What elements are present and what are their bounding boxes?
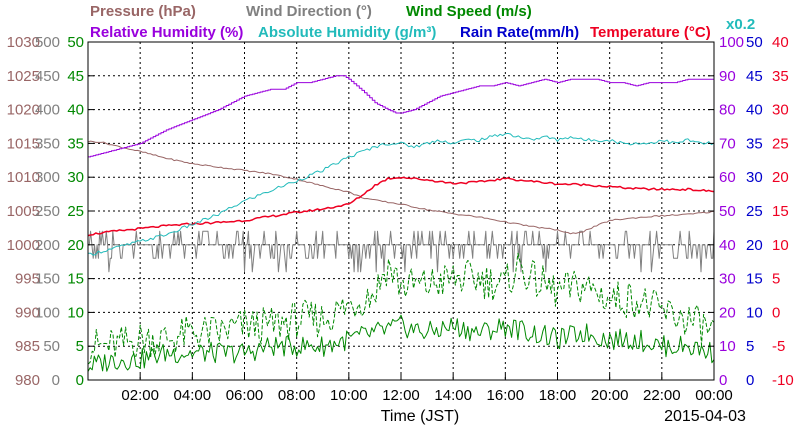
- y-tick-label-pressure: 1010: [7, 169, 40, 186]
- y-tick-label-pressure: 980: [15, 372, 40, 389]
- y-tick-label-wind-direction: 200: [35, 237, 60, 254]
- y-tick-label-wind-speed: 45: [67, 68, 84, 85]
- y-tick-label-wind-direction: 500: [35, 34, 60, 51]
- y-tick-label-pressure: 985: [15, 338, 40, 355]
- legend-entry: Wind Direction (°): [246, 3, 372, 20]
- y-tick-label-wind-direction: 100: [35, 304, 60, 321]
- chart-date: 2015-04-03: [664, 408, 746, 425]
- y-tick-label-rain-rate: 30: [746, 169, 763, 186]
- y-tick-label-relative-humidity: 20: [719, 304, 736, 321]
- y-tick-label-pressure: 995: [15, 271, 40, 288]
- x-tick-label: 14:00: [434, 387, 472, 404]
- x-axis: 02:00 04:00 06:00 08:00 10:00 12:00 14:00 16:00…: [121, 374, 733, 404]
- series-line-pressure: [87, 140, 715, 235]
- y-tick-label-relative-humidity: 60: [719, 169, 736, 186]
- y-tick-label-pressure: 1000: [7, 237, 40, 254]
- y-tick-label-rain-rate: 50: [746, 34, 763, 51]
- y-tick-label-relative-humidity: 30: [719, 271, 736, 288]
- legend-entry: Temperature (°C): [590, 24, 711, 41]
- y-tick-label-relative-humidity: 70: [719, 135, 736, 152]
- series-line-wind-gust: [87, 252, 715, 365]
- x-tick-label: 20:00: [591, 387, 629, 404]
- legend-entry: Absolute Humidity (g/m³): [258, 24, 436, 41]
- series-layer: [87, 75, 715, 372]
- y-tick-label-relative-humidity: 10: [719, 338, 736, 355]
- y-tick-label-wind-direction: 150: [35, 271, 60, 288]
- y-tick-label-temperature: 40: [772, 34, 789, 51]
- y-tick-label-rain-rate: 25: [746, 203, 763, 220]
- y-tick-label-rain-rate: 40: [746, 102, 763, 119]
- x-tick-label: 12:00: [382, 387, 420, 404]
- y-tick-label-wind-speed: 15: [67, 271, 84, 288]
- y-tick-label-rain-rate: 45: [746, 68, 763, 85]
- y-tick-label-pressure: 1015: [7, 135, 40, 152]
- y-tick-label-wind-speed: 20: [67, 237, 84, 254]
- y-tick-label-wind-speed: 0: [76, 372, 84, 389]
- y-tick-label-wind-direction: 250: [35, 203, 60, 220]
- series-line-ah: [87, 132, 715, 256]
- y-tick-label-pressure: 1025: [7, 68, 40, 85]
- x-tick-label: 00:00: [695, 387, 733, 404]
- y-tick-label-temperature: 35: [772, 68, 789, 85]
- y-tick-label-rain-rate: 35: [746, 135, 763, 152]
- y-tick-label-wind-speed: 25: [67, 203, 84, 220]
- y-tick-label-wind-speed: 40: [67, 102, 84, 119]
- y-tick-label-wind-speed: 50: [67, 34, 84, 51]
- x-tick-label: 22:00: [643, 387, 681, 404]
- y-tick-label-temperature: 30: [772, 102, 789, 119]
- y-tick-label-temperature: 0: [772, 304, 780, 321]
- y-tick-label-wind-speed: 35: [67, 135, 84, 152]
- y-tick-label-wind-direction: 400: [35, 102, 60, 119]
- x-tick-label: 10:00: [330, 387, 368, 404]
- y-tick-label-temperature: -10: [772, 372, 794, 389]
- y-tick-label-pressure: 990: [15, 304, 40, 321]
- y-tick-label-wind-direction: 300: [35, 169, 60, 186]
- y-tick-label-temperature: 5: [772, 271, 780, 288]
- y-tick-label-wind-speed: 5: [76, 338, 84, 355]
- legend-entry: Relative Humidity (%): [90, 24, 243, 41]
- y-tick-label-temperature: 10: [772, 237, 789, 254]
- y-tick-label-rain-rate: 15: [746, 271, 763, 288]
- y-tick-label-pressure: 1030: [7, 34, 40, 51]
- series-line-wind-direction: [88, 230, 715, 273]
- series-line-wind-speed: [87, 314, 715, 372]
- y-tick-label-relative-humidity: 0: [719, 372, 727, 389]
- x-tick-label: 04:00: [174, 387, 212, 404]
- y-tick-label-relative-humidity: 90: [719, 68, 736, 85]
- x-tick-label: 08:00: [278, 387, 316, 404]
- legend-entry: Wind Speed (m/s): [406, 3, 532, 20]
- y-tick-label-wind-direction: 0: [52, 372, 60, 389]
- y-tick-label-rain-rate: 10: [746, 304, 763, 321]
- y-tick-label-relative-humidity: 80: [719, 102, 736, 119]
- y-tick-label-wind-direction: 50: [43, 338, 60, 355]
- x-tick-label: 06:00: [226, 387, 264, 404]
- legend: Pressure (hPa) Wind Direction (°) Wind Spe…: [90, 3, 755, 41]
- legend-entry: Pressure (hPa): [90, 3, 196, 20]
- y-tick-label-pressure: 1005: [7, 203, 40, 220]
- y-tick-label-relative-humidity: 50: [719, 203, 736, 220]
- y-tick-label-wind-direction: 450: [35, 68, 60, 85]
- legend-entry: x0.2: [726, 16, 755, 33]
- y-tick-label-temperature: -5: [772, 338, 785, 355]
- y-tick-label-temperature: 25: [772, 135, 789, 152]
- x-tick-label: 18:00: [539, 387, 577, 404]
- y-axes: 9809859909951000100510101015102010251030…: [7, 34, 794, 389]
- x-axis-label: Time (JST): [381, 408, 460, 425]
- x-tick-label: 16:00: [487, 387, 525, 404]
- series-line-rh: [88, 75, 714, 158]
- y-tick-label-rain-rate: 0: [746, 372, 754, 389]
- y-tick-label-temperature: 15: [772, 203, 789, 220]
- legend-entry: Rain Rate(mm/h): [460, 24, 579, 41]
- y-tick-label-wind-speed: 10: [67, 304, 84, 321]
- y-tick-label-relative-humidity: 100: [719, 34, 744, 51]
- y-tick-label-relative-humidity: 40: [719, 237, 736, 254]
- y-tick-label-wind-speed: 30: [67, 169, 84, 186]
- y-tick-label-wind-direction: 350: [35, 135, 60, 152]
- y-tick-label-rain-rate: 20: [746, 237, 763, 254]
- y-tick-label-rain-rate: 5: [746, 338, 754, 355]
- y-tick-label-pressure: 1020: [7, 102, 40, 119]
- x-tick-label: 02:00: [121, 387, 159, 404]
- y-tick-label-temperature: 20: [772, 169, 789, 186]
